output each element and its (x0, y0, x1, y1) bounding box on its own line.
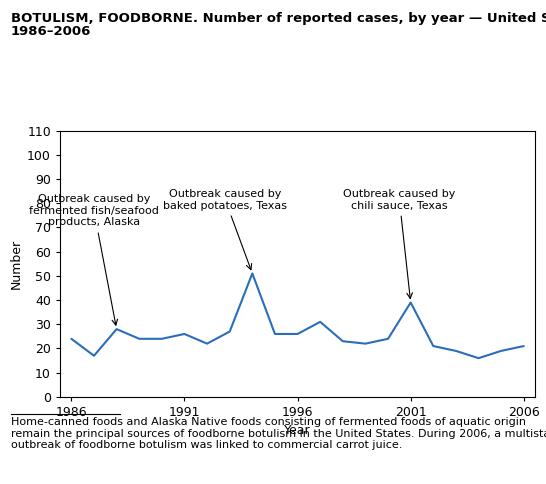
Text: BOTULISM, FOODBORNE. Number of reported cases, by year — United States,: BOTULISM, FOODBORNE. Number of reported … (11, 12, 546, 25)
Y-axis label: Number: Number (10, 239, 23, 289)
Text: Home-canned foods and Alaska Native foods consisting of fermented foods of aquat: Home-canned foods and Alaska Native food… (11, 417, 546, 451)
Text: Outbreak caused by
fermented fish/seafood
products, Alaska: Outbreak caused by fermented fish/seafoo… (29, 194, 159, 325)
X-axis label: Year: Year (284, 424, 311, 438)
Text: 1986–2006: 1986–2006 (11, 25, 91, 38)
Text: Outbreak caused by
chili sauce, Texas: Outbreak caused by chili sauce, Texas (343, 189, 455, 299)
Text: Outbreak caused by
baked potatoes, Texas: Outbreak caused by baked potatoes, Texas (163, 189, 287, 270)
